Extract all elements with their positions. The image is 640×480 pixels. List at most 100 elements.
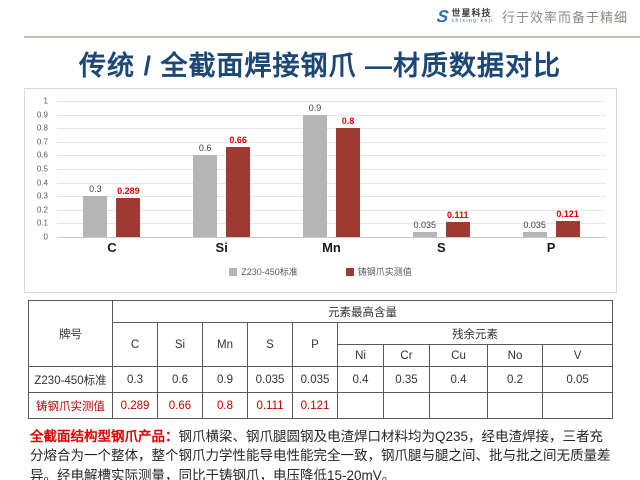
bar [226,147,251,237]
table-cell [487,392,543,419]
table-cell: 0.9 [202,366,248,393]
table-residual-header: 残余元素 [336,322,614,345]
legend-swatch [345,267,354,276]
footer-body: 钢爪横梁、钢爪腿圆钢及电渣焊口材料均为Q235，经电渣焊接，三者充分熔合为一个整… [30,428,611,480]
table-cell: 0.3 [112,366,158,393]
gridline [57,114,606,116]
bar-group: 0.3 0.289 [57,101,167,237]
category-label: S [436,240,446,255]
bar-group: 0.6 0.66 [167,101,277,237]
gridline [57,209,606,211]
category-label: Mn [322,240,341,255]
bar-column: 0.035 [412,101,437,237]
table-cell: 0.8 [202,392,248,419]
legend-item: 铸钢爪实测值 [345,265,412,278]
gridline [57,223,606,225]
table-residual-element-header: Ni [337,344,384,367]
footer-paragraph: 全截面结构型钢爪产品：钢爪横梁、钢爪腿圆钢及电渣焊口材料均为Q235，经电渣焊接… [30,427,612,480]
table-element-header: Mn [202,322,248,367]
bar-value-label: 0.66 [229,135,247,146]
table-cell: 0.2 [487,366,543,393]
table-corner-header: 牌号 [28,300,113,367]
y-axis-tick-label: 0.6 [36,150,48,160]
y-axis-tick-label: 0.8 [36,123,48,133]
legend-item: Z230-450标准 [229,265,298,278]
bar-column: 0.035 [522,101,547,237]
bar-value-label: 0.289 [117,185,140,196]
legend-label: 铸钢爪实测值 [357,267,412,277]
table-residual-element-header: Cr [383,344,430,367]
table-cell: 0.66 [157,392,203,419]
table-cell: 0.035 [292,366,338,393]
table-cell: 0.289 [112,392,158,419]
x-axis-categories: C Si Mn S P [57,240,606,258]
plot-area: 0.3 0.289 0.6 0.66 0.9 0.8 0.035 0.111 0.035 0.12… [57,101,606,238]
table-residual-element-header: No [487,344,543,367]
bar-value-label: 0.9 [308,102,322,113]
y-axis-tick-label: 0.2 [36,205,48,215]
table-element-header: P [292,322,338,367]
table-cell: 0.4 [337,366,384,393]
category-label: Si [215,240,228,255]
table-residual-element-header: Cu [429,344,488,367]
bar-value-label: 0.035 [523,220,546,231]
header-divider [24,36,640,38]
bar [193,155,218,237]
table-cell: 0.05 [541,366,614,393]
bar-group: 0.035 0.111 [386,101,496,237]
bar [522,232,547,237]
bar [445,221,470,237]
category-label: C [107,240,117,255]
header-slogan: 行于效率而备于精细 [501,10,628,25]
table-cell [541,392,614,419]
bar-value-label: 0.111 [447,209,469,220]
table-element-header: S [247,322,293,367]
table-cell [383,392,430,419]
bar-group: 0.035 0.121 [496,101,606,237]
logo-company-subtext: shixing keji [451,18,494,24]
table-cell: 0.6 [157,366,203,393]
y-axis-tick-label: 0.5 [36,164,48,174]
gridline [57,169,606,170]
bar-value-label: 0.035 [413,220,437,231]
gridline [57,196,606,198]
footer-lead: 全截面结构型钢爪产品： [30,428,179,444]
bar-value-label: 0.6 [198,143,212,154]
materials-table: 牌号 元素最高含量 C Si Mn S P 残余元素 Ni Cr Cu No V Z230-450标准 0… [28,300,614,419]
bar [555,220,580,237]
y-axis-tick-label: 0.4 [36,178,48,188]
table-group-header: 元素最高含量 [111,300,614,323]
bar [335,128,360,237]
table-row: 铸钢爪实测值 0.289 0.66 0.8 0.111 0.121 [28,392,614,419]
y-axis-tick-label: 0.3 [36,191,48,201]
table-cell: 0.35 [383,366,430,393]
gridline [57,101,606,102]
legend-swatch [229,267,238,276]
table-element-header: Si [157,322,203,367]
category-label: P [546,240,556,255]
gridline [57,237,606,238]
chart-legend: Z230-450标准 铸钢爪实测值 [25,265,616,278]
bar-column: 0.289 [116,101,141,237]
bar-column: 0.3 [83,101,108,237]
bar-column: 0.9 [302,101,327,237]
logo-company-name: 世星科技 [451,8,492,18]
bar-value-label: 0.121 [556,208,579,219]
bar-column: 0.8 [335,101,360,237]
table-cell: 0.035 [247,366,293,393]
table-row-label: Z230-450标准 [28,366,113,393]
y-axis-tick-label: 0.9 [36,110,48,120]
bar [116,197,141,237]
table-cell [429,392,488,419]
bar-column: 0.6 [193,101,218,237]
bar [302,114,327,237]
bar-group: 0.9 0.8 [277,101,387,237]
table-cell: 0.4 [429,366,488,393]
bar [83,196,108,237]
gridline [57,128,606,130]
logo-icon: S [435,7,450,26]
gridline [57,155,606,157]
y-axis-tick-label: 0 [43,232,48,242]
gridline [57,182,606,184]
